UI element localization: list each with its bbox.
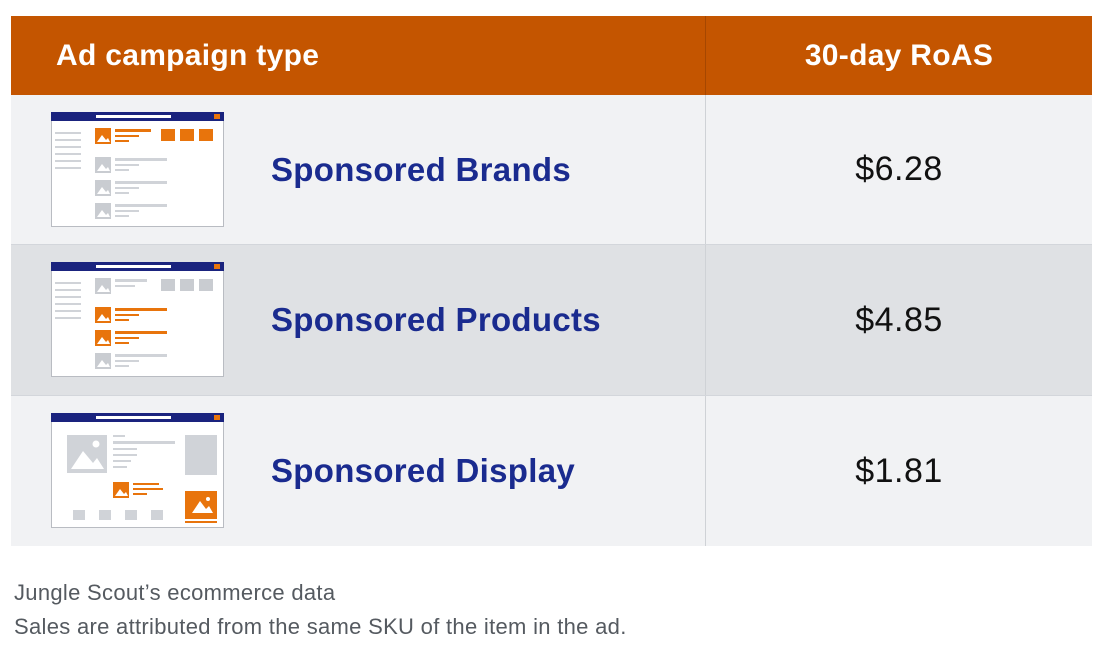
- header-roas: 30-day RoAS: [804, 38, 994, 72]
- table-row: Sponsored Brands $6.28: [11, 95, 1092, 244]
- campaign-cell: Sponsored Products: [11, 245, 706, 395]
- source-note: Jungle Scout’s ecommerce data: [14, 580, 336, 605]
- sponsored-brands-layout-icon: [51, 112, 224, 227]
- table-row: Sponsored Products $4.85: [11, 244, 1092, 395]
- campaign-cell: Sponsored Brands: [11, 95, 706, 244]
- attribution-note: Sales are attributed from the same SKU o…: [14, 614, 627, 639]
- campaign-cell: Sponsored Display: [11, 396, 706, 546]
- header-campaign-type: Ad campaign type: [11, 16, 706, 95]
- sponsored-display-layout-icon: [51, 413, 224, 528]
- sponsored-products-layout-icon: [51, 262, 224, 377]
- roas-value: $6.28: [855, 150, 943, 188]
- roas-table: Ad campaign type 30-day RoAS: [11, 16, 1092, 546]
- table-row: Sponsored Display $1.81: [11, 395, 1092, 546]
- roas-value: $4.85: [855, 300, 943, 339]
- campaign-name: Sponsored Display: [271, 452, 576, 489]
- campaign-name: Sponsored Products: [271, 301, 601, 338]
- table-header: Ad campaign type 30-day RoAS: [11, 16, 1092, 95]
- roas-value: $1.81: [855, 451, 943, 490]
- campaign-name: Sponsored Brands: [271, 150, 572, 188]
